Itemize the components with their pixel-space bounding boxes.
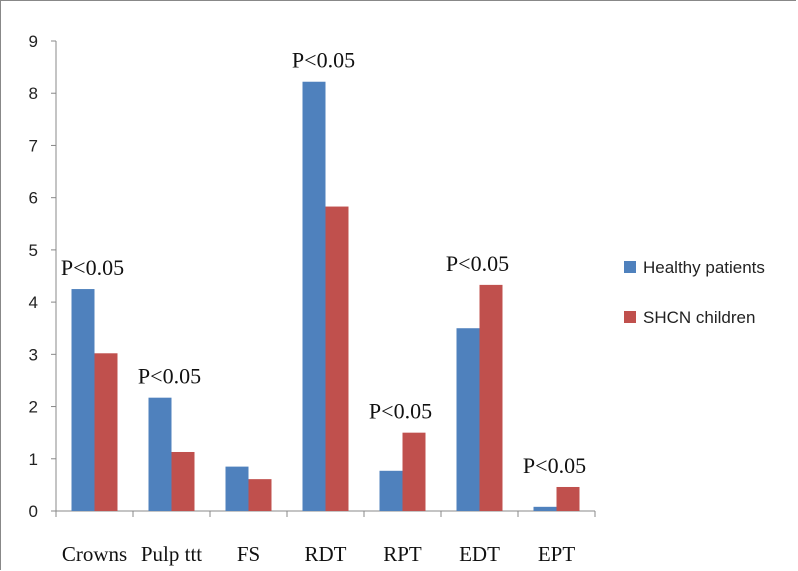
bar-shcn-ept [556,486,580,511]
legend: Healthy patients SHCN children [624,258,765,327]
y-tick-label: 9 [29,32,38,51]
x-tick-label: RDT [305,542,347,566]
y-tick-label: 3 [29,345,38,364]
bar-healthy-crowns [71,289,95,511]
legend-swatch [624,311,636,323]
x-tick-label: EPT [538,542,576,566]
bar-shcn-rpt [402,432,426,511]
y-tick-label: 4 [29,293,38,312]
y-tick-label: 5 [29,241,38,260]
bars [71,81,580,512]
bar-shcn-pulp-ttt [171,451,195,511]
axes: 0 1 2 3 4 5 6 7 8 9 [29,32,596,521]
bar-healthy-pulp-ttt [148,397,172,511]
y-tick-label: 0 [29,502,38,521]
labels: Crowns P<0.05 Pulp ttt P<0.05 FS RDT P<0.05 RPT… [61,48,586,566]
legend-label: SHCN children [643,308,755,327]
bar-healthy-rdt [302,81,326,511]
y-tick-label: 1 [29,450,38,469]
significance-label: P<0.05 [369,399,432,424]
significance-label: P<0.05 [523,453,586,478]
significance-label: P<0.05 [446,251,509,276]
bar-healthy-ept [533,506,557,511]
significance-label: P<0.05 [292,48,355,73]
y-tick-label: 6 [29,189,38,208]
y-tick-label: 7 [29,136,38,155]
legend-swatch [624,261,636,273]
x-tick-label: Crowns [62,542,127,566]
bar-shcn-edt [479,284,503,511]
bar-healthy-edt [456,328,480,511]
bar-shcn-rdt [325,206,349,512]
x-tick-label: RPT [383,542,422,566]
significance-label: P<0.05 [138,364,201,389]
y-tick-label: 8 [29,84,38,103]
legend-label: Healthy patients [643,258,765,277]
significance-label: P<0.05 [61,255,124,280]
bar-shcn-fs [248,479,272,511]
bar-healthy-fs [225,466,249,511]
bar-healthy-rpt [379,470,403,511]
x-tick-label: FS [237,542,260,566]
x-tick-label: EDT [459,542,500,566]
bar-shcn-crowns [94,353,118,511]
y-tick-label: 2 [29,398,38,417]
x-tick-label: Pulp ttt [141,542,202,566]
